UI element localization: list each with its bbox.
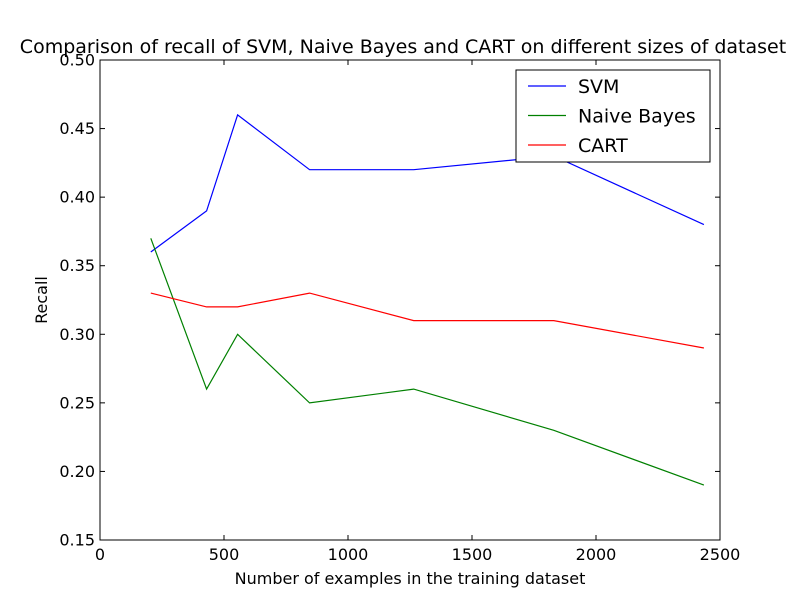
legend-label-2: CART: [578, 135, 628, 157]
legend-label-0: SVM: [578, 76, 619, 98]
plot-lines: [150, 113, 705, 486]
series-line-1: [150, 238, 705, 486]
y-tick-label: 0.30: [59, 325, 95, 344]
chart-title: Comparison of recall of SVM, Naive Bayes…: [20, 36, 786, 58]
y-tick-label: 0.20: [59, 462, 95, 481]
y-tick-label: 0.45: [59, 119, 95, 138]
x-tick-label: 0: [95, 545, 105, 564]
y-tick-label: 0.15: [59, 531, 95, 550]
x-tick-label: 500: [209, 545, 240, 564]
x-tick-label: 2500: [700, 545, 741, 564]
x-tick-label: 2000: [576, 545, 617, 564]
y-tick-label: 0.50: [59, 51, 95, 70]
legend: SVM Naive Bayes CART: [515, 69, 711, 163]
y-tick-label: 0.35: [59, 256, 95, 275]
series-line-2: [150, 292, 705, 349]
y-tick-label: 0.40: [59, 188, 95, 207]
y-tick-label: 0.25: [59, 393, 95, 412]
x-tick-label: 1000: [328, 545, 369, 564]
plot-frame: [99, 59, 721, 541]
x-axis-label: Number of examples in the training datas…: [235, 569, 586, 588]
legend-label-1: Naive Bayes: [578, 106, 696, 128]
x-tick-label: 1500: [452, 545, 493, 564]
axis-ticks: 0 500 1000 1500 2000 2500 0.15 0.20 0.25 0.30 0.35…: [59, 51, 740, 565]
y-axis-label: Recall: [32, 276, 51, 324]
